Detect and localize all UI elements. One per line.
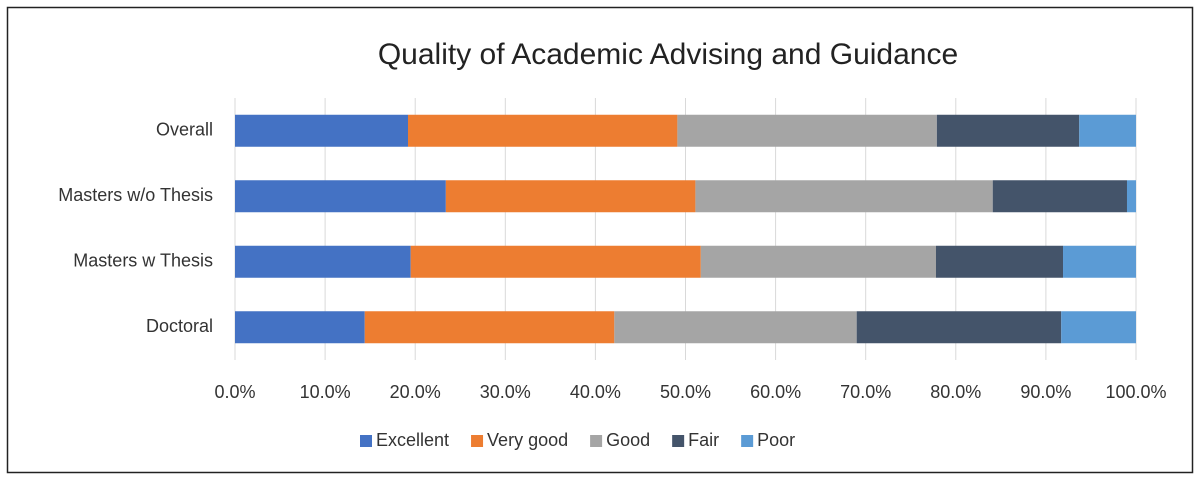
bar-segment: [700, 245, 936, 278]
chart-title: Quality of Academic Advising and Guidanc…: [378, 38, 958, 71]
bar-segment: [936, 114, 1080, 147]
bar-segment: [410, 245, 701, 278]
legend-swatch: [590, 435, 603, 447]
bar-segment: [445, 180, 696, 213]
bar-segment: [235, 180, 446, 213]
x-tick-label: 20.0%: [390, 382, 441, 402]
legend-label: Very good: [487, 430, 568, 450]
legend-label: Fair: [688, 430, 719, 450]
legend-swatch: [471, 435, 484, 447]
legend-swatch: [741, 435, 754, 447]
bar-segment: [235, 311, 365, 344]
bar-segment: [992, 180, 1127, 213]
bar-segment: [1063, 245, 1136, 278]
y-tick-label: Masters w/o Thesis: [58, 185, 213, 205]
chart-border: [6, 6, 1194, 474]
legend-swatch: [360, 435, 372, 447]
x-tick-label: 50.0%: [660, 382, 711, 402]
legend-label: Poor: [757, 430, 795, 450]
bar-segment: [1126, 180, 1136, 213]
legend-label: Excellent: [376, 430, 449, 450]
bar-segment: [695, 180, 993, 213]
x-tick-label: 70.0%: [840, 382, 891, 402]
x-tick-label: 60.0%: [750, 382, 801, 402]
bar-segment: [614, 311, 857, 344]
x-tick-label: 90.0%: [1020, 382, 1071, 402]
bar-segment: [935, 245, 1064, 278]
bar-segment: [856, 311, 1062, 344]
bar-segment: [1079, 114, 1136, 147]
x-tick-label: 100.0%: [1105, 382, 1166, 402]
bar-segment: [235, 245, 411, 278]
x-tick-label: 80.0%: [930, 382, 981, 402]
legend-label: Good: [606, 430, 650, 450]
y-tick-label: Overall: [156, 120, 213, 140]
bar-segment: [235, 114, 408, 147]
x-tick-label: 0.0%: [214, 382, 255, 402]
bar-segment: [1061, 311, 1136, 344]
x-tick-label: 40.0%: [570, 382, 621, 402]
y-tick-label: Masters w Thesis: [73, 251, 213, 271]
bar-segment: [407, 114, 678, 147]
bar-segment: [364, 311, 615, 344]
bar-segment: [677, 114, 937, 147]
y-tick-label: Doctoral: [146, 316, 213, 336]
legend-swatch: [672, 435, 685, 447]
x-tick-label: 10.0%: [300, 382, 351, 402]
x-tick-label: 30.0%: [480, 382, 531, 402]
